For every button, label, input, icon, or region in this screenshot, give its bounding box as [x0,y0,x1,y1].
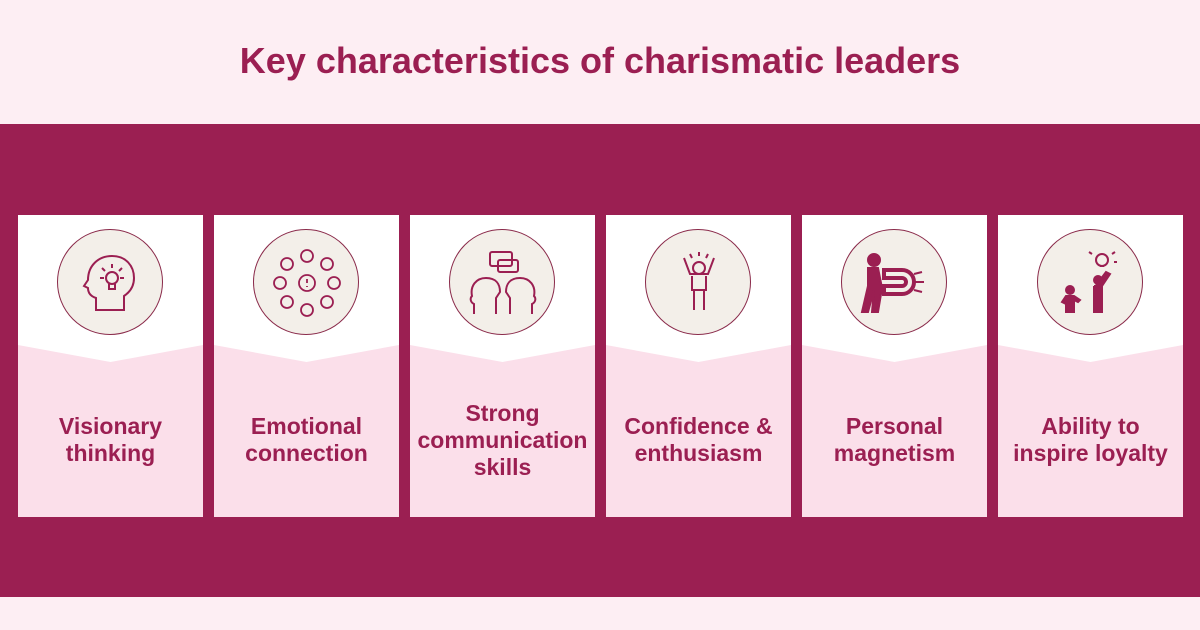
person-magnet-icon [860,253,924,313]
leader-follower-lightbulb-icon [1060,251,1117,313]
card-label: Ability to inspire loyalty [1013,413,1168,466]
emotions-network-icon [273,249,341,317]
card-ability-to-inspire-loyalty: Ability to inspire loyalty [998,215,1183,517]
card-visionary-thinking: Visionary thinking [18,215,203,517]
two-heads-speech-icon [469,251,537,314]
card-emotional-connection: Emotional connection [214,215,399,517]
page-title: Key characteristics of charismatic leade… [239,40,961,81]
head-lightbulb-icon [82,254,136,311]
card-strong-communication-skills: Strong communication skills [410,215,595,517]
card-label: Visionary thinking [58,413,163,466]
card-label: Confidence & enthusiasm [624,413,773,466]
card-label: Personal magnetism [833,413,956,466]
card-personal-magnetism: Personal magnetism [802,215,987,517]
cheering-person-icon [683,252,715,310]
card-confidence-enthusiasm: Confidence & enthusiasm [606,215,791,517]
card-label: Strong communication skills [417,399,588,480]
card-label: Emotional connection [245,413,368,466]
